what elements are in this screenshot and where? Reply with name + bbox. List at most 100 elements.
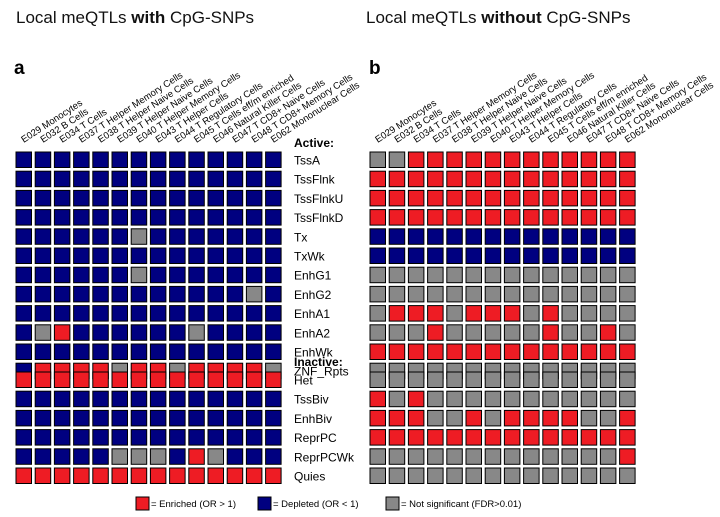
- heatmap-cell: [226, 170, 244, 188]
- row-label-enhbiv: EnhBiv: [294, 412, 332, 426]
- heatmap-cell: [149, 343, 167, 360]
- heatmap-cell: [446, 467, 463, 484]
- heatmap-cell: [503, 151, 521, 168]
- heatmap-cell: [407, 247, 425, 264]
- heatmap-cell: [111, 266, 128, 284]
- heatmap-cell: [245, 228, 263, 245]
- heatmap-cell: [407, 343, 425, 360]
- heatmap-cell: [407, 324, 425, 341]
- heatmap-cell: [388, 151, 406, 168]
- heatmap-cell: [207, 409, 224, 427]
- heatmap-cell: [484, 170, 502, 188]
- heatmap-cell: [523, 151, 540, 168]
- heatmap-cell: [130, 247, 148, 264]
- heatmap-cell: [503, 285, 521, 303]
- heatmap-cell: [226, 409, 244, 427]
- heatmap-cell: [53, 409, 71, 427]
- heatmap-cell: [580, 266, 598, 284]
- heatmap-cell: [226, 151, 244, 168]
- heatmap-cell: [73, 409, 90, 427]
- heatmap-cell: [15, 151, 32, 168]
- heatmap-cell: [188, 390, 205, 408]
- heatmap-cell: [92, 209, 109, 226]
- heatmap-cell: [245, 448, 263, 465]
- heatmap-cell: [73, 247, 90, 264]
- heatmap-cell: [130, 228, 148, 245]
- heatmap-cell: [245, 247, 263, 264]
- left-title-suffix: CpG-SNPs: [165, 8, 255, 27]
- heatmap-cell: [15, 266, 32, 284]
- heatmap-cell: [149, 390, 167, 408]
- heatmap-cell: [619, 448, 636, 465]
- heatmap-cell: [245, 409, 263, 427]
- heatmap-cell: [226, 371, 244, 388]
- heatmap-cell: [542, 429, 559, 446]
- heatmap-cell: [265, 390, 282, 408]
- row-label-tx: Tx: [294, 230, 307, 244]
- heatmap-cell: [523, 467, 540, 484]
- heatmap-cell: [188, 448, 205, 465]
- heatmap-cell: [15, 467, 32, 484]
- heatmap-cell: [599, 247, 617, 264]
- heatmap-cell: [188, 209, 205, 226]
- heatmap-cell: [226, 305, 244, 322]
- heatmap-cell: [34, 266, 52, 284]
- heatmap-cell: [34, 409, 52, 427]
- heatmap-cell: [169, 266, 186, 284]
- heatmap-cell: [34, 151, 52, 168]
- heatmap-cell: [619, 390, 636, 408]
- heatmap-cell: [427, 151, 444, 168]
- heatmap-cell: [169, 285, 186, 303]
- heatmap-cell: [149, 189, 167, 207]
- heatmap-cell: [523, 209, 540, 226]
- heatmap-cell: [15, 429, 32, 446]
- heatmap-cell: [427, 343, 444, 360]
- heatmap-cell: [369, 429, 386, 446]
- heatmap-cell: [226, 390, 244, 408]
- heatmap-cell: [149, 305, 167, 322]
- row-label-enhg2: EnhG2: [294, 288, 332, 302]
- heatmap-cell: [580, 189, 598, 207]
- heatmap-cell: [169, 371, 186, 388]
- heatmap-cell: [523, 429, 540, 446]
- heatmap-cell: [407, 305, 425, 322]
- heatmap-cell: [484, 409, 502, 427]
- heatmap-cell: [523, 247, 540, 264]
- heatmap-cell: [369, 247, 386, 264]
- heatmap-cell: [599, 409, 617, 427]
- heatmap-cell: [92, 305, 109, 322]
- heatmap-cell: [207, 170, 224, 188]
- heatmap-cell: [207, 228, 224, 245]
- heatmap-cell: [15, 189, 32, 207]
- heatmap-cell: [599, 343, 617, 360]
- heatmap-cell: [15, 305, 32, 322]
- heatmap-cell: [207, 209, 224, 226]
- panel-letter-a: a: [14, 58, 25, 79]
- heatmap-cell: [188, 228, 205, 245]
- heatmap-cell: [484, 151, 502, 168]
- heatmap-cell: [92, 390, 109, 408]
- heatmap-cell: [580, 151, 598, 168]
- row-label-enha2: EnhA2: [294, 326, 330, 340]
- heatmap-cell: [619, 429, 636, 446]
- heatmap-cell: [388, 467, 406, 484]
- heatmap-cell: [542, 305, 559, 322]
- heatmap-cell: [73, 429, 90, 446]
- heatmap-cell: [73, 343, 90, 360]
- heatmap-cell: [503, 305, 521, 322]
- heatmap-cell: [542, 371, 559, 388]
- heatmap-cell: [169, 228, 186, 245]
- heatmap-cell: [53, 151, 71, 168]
- heatmap-cell: [484, 429, 502, 446]
- heatmap-cell: [73, 371, 90, 388]
- heatmap-cell: [484, 305, 502, 322]
- heatmap-cell: [369, 228, 386, 245]
- right-panel-title: Local meQTLs without CpG-SNPs: [366, 8, 630, 28]
- heatmap-cell: [265, 151, 282, 168]
- heatmap-cell: [427, 467, 444, 484]
- heatmap-cell: [188, 324, 205, 341]
- heatmap-cell: [369, 371, 386, 388]
- heatmap-cell: [92, 467, 109, 484]
- heatmap-cell: [265, 228, 282, 245]
- heatmap-cell: [111, 189, 128, 207]
